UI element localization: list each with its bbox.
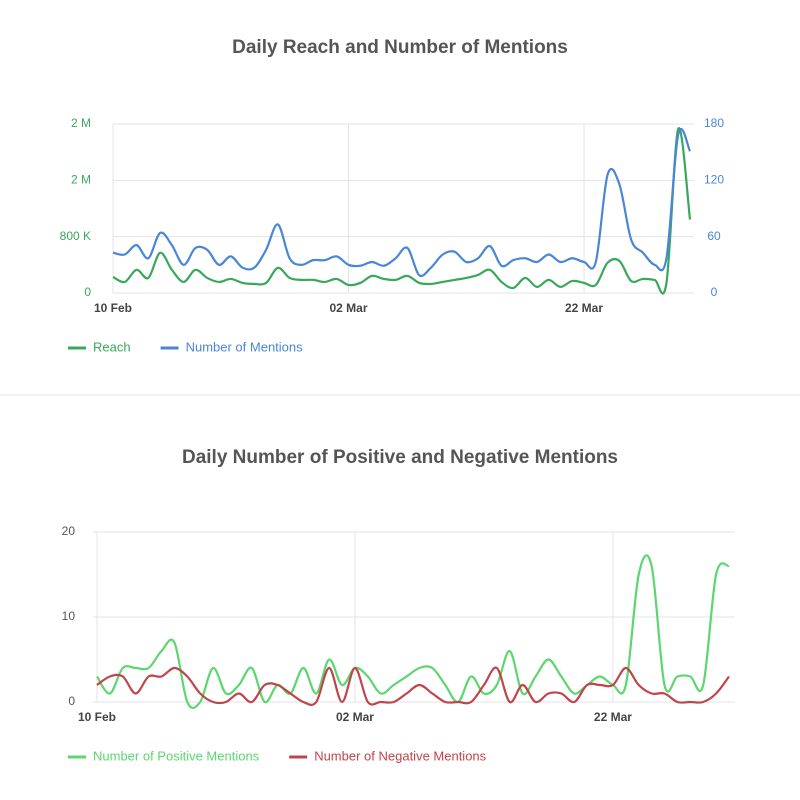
legend-label: Number of Mentions bbox=[186, 339, 304, 354]
y-tick-label: 2 M bbox=[71, 173, 91, 187]
series-line bbox=[112, 127, 692, 278]
x-tick-label: 02 Mar bbox=[329, 301, 367, 315]
series-line bbox=[96, 666, 730, 706]
y-tick-label: 20 bbox=[62, 524, 76, 538]
legend-label: Number of Negative Mentions bbox=[314, 748, 486, 763]
y-tick-label: 2 M bbox=[71, 116, 91, 130]
y-tick-label: 10 bbox=[62, 609, 76, 623]
series-line bbox=[112, 127, 692, 295]
series-line bbox=[96, 554, 730, 709]
y2-tick-label: 60 bbox=[707, 229, 721, 243]
y2-tick-label: 120 bbox=[704, 173, 724, 187]
x-tick-label: 10 Feb bbox=[78, 710, 116, 724]
x-tick-label: 02 Mar bbox=[336, 710, 374, 724]
legend-label: Reach bbox=[93, 339, 131, 354]
y-tick-label: 800 K bbox=[60, 229, 91, 243]
y-tick-label: 0 bbox=[68, 694, 75, 708]
chart-title: Daily Reach and Number of Mentions bbox=[232, 37, 568, 58]
y2-tick-label: 180 bbox=[704, 116, 724, 130]
y2-tick-label: 0 bbox=[711, 285, 718, 299]
x-tick-label: 22 Mar bbox=[565, 301, 603, 315]
y-tick-label: 0 bbox=[84, 285, 91, 299]
legend-label: Number of Positive Mentions bbox=[93, 748, 260, 763]
chart-title: Daily Number of Positive and Negative Me… bbox=[182, 447, 618, 468]
x-tick-label: 22 Mar bbox=[594, 710, 632, 724]
x-tick-label: 10 Feb bbox=[94, 301, 132, 315]
